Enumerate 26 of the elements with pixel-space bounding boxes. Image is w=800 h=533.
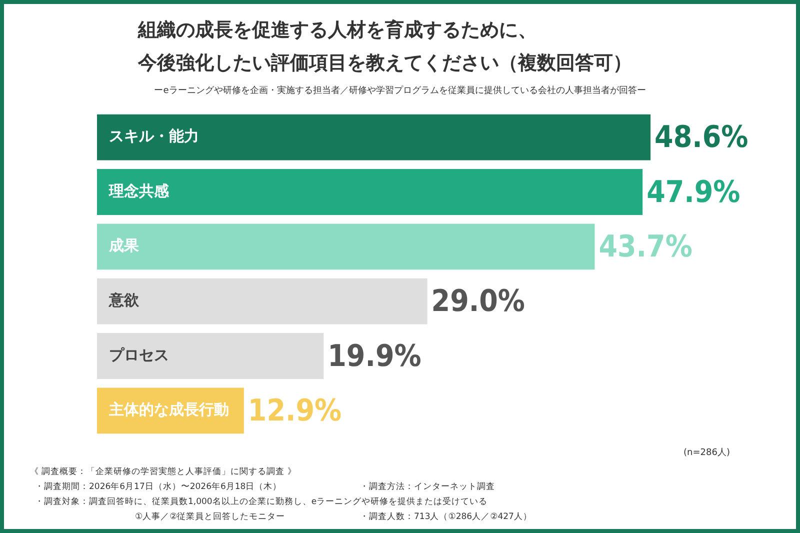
bar xyxy=(97,224,595,270)
data-label: 48.6% xyxy=(654,120,748,156)
data-label: 12.9% xyxy=(248,393,342,428)
text: ①人事／②従業員と回答したモニター xyxy=(135,511,286,524)
bar xyxy=(97,114,651,160)
chart-subtitle: ーeラーニングや研修を企画・実施する担当者／研修や学習プログラムを従業員に提供している会社の人事担当者が回答ー xyxy=(153,84,647,97)
data-label: 29.0% xyxy=(431,284,525,320)
y-tick-label: 主体的な成長行動 xyxy=(108,400,229,419)
y-tick-label: プロセス xyxy=(109,346,169,364)
data-label: 43.7% xyxy=(598,229,692,264)
text: 《 調査概要：「企業研修の学習実態と人事評価」に関する調査 》 xyxy=(30,466,296,479)
text: (n=286人) xyxy=(684,446,730,459)
text: ・調査対象：調査回答時に、従業員数1,000名以上の企業に勤務し、eラーニングや研修を提供または受けている xyxy=(35,496,488,509)
y-tick-label: スキル・能力 xyxy=(109,127,199,146)
y-tick-label: 理念共感 xyxy=(108,182,170,200)
data-label: 19.9% xyxy=(328,338,422,374)
text: ・調査期間：2026年6月17日（水）〜2026年6月18日（木） xyxy=(35,481,282,494)
bar xyxy=(97,278,428,324)
bar xyxy=(97,333,324,379)
text: ・調査方法：インターネット調査 xyxy=(360,481,495,494)
y-tick-label: 成果 xyxy=(108,236,140,255)
text: ・調査人数：713人（①286人／②427人） xyxy=(360,511,532,524)
bar xyxy=(97,169,643,215)
chart-title: 組織の成長を促進する人材を育成するために、今後強化したい評価項目を教えてください（複数回答可） xyxy=(138,18,632,76)
data-label: 47.9% xyxy=(646,174,740,210)
y-tick-label: 意欲 xyxy=(108,291,140,310)
